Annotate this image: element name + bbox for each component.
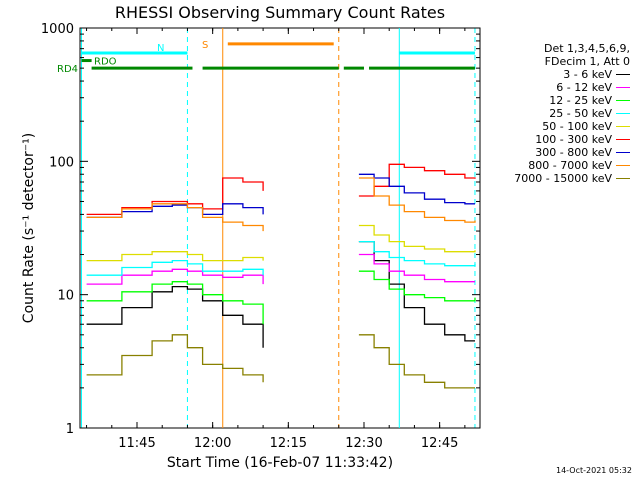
x-tick-label: 12:30 <box>345 436 382 451</box>
legend-item-300-800-kev: 300 - 800 keV <box>480 146 630 159</box>
legend-swatch <box>616 113 630 114</box>
legend-label: 3 - 6 keV <box>563 68 612 81</box>
legend-label: 7000 - 15000 keV <box>514 172 612 185</box>
data-layer: RDO S N RD4 <box>57 28 476 428</box>
legend-item-6-12-kev: 6 - 12 keV <box>480 81 630 94</box>
series-line-6-12-kev <box>86 268 264 285</box>
legend-swatch <box>616 100 630 101</box>
legend-label: 100 - 300 keV <box>535 133 612 146</box>
y-tick-label: 1000 <box>41 22 74 37</box>
legend: Det 1,3,4,5,6,9, FDecim 1, Att 0 3 - 6 k… <box>480 42 630 185</box>
series-line-50-100-kev <box>86 251 264 262</box>
x-tick-label: 12:45 <box>421 436 458 451</box>
series-line-300-800-kev <box>86 203 264 219</box>
legend-swatch <box>616 165 630 166</box>
legend-title-line1: Det 1,3,4,5,6,9, <box>543 42 630 55</box>
y-tick-label: 1 <box>66 422 74 437</box>
legend-swatch <box>616 152 630 153</box>
generation-timestamp: 14-Oct-2021 05:32 <box>556 466 632 475</box>
legend-swatch <box>616 178 630 179</box>
series-line-25-50-kev <box>86 259 264 276</box>
legend-item-100-300-kev: 100 - 300 keV <box>480 133 630 146</box>
legend-rows: 3 - 6 keV 6 - 12 keV 12 - 25 keV 25 - 50 ke… <box>480 68 630 185</box>
series-line-25-50-kev-after-gap <box>358 240 476 267</box>
legend-swatch <box>616 87 630 88</box>
x-axis-label: Start Time (16-Feb-07 11:33:42) <box>167 455 393 471</box>
legend-item-50-100-kev: 50 - 100 keV <box>480 120 630 133</box>
series-line-800-7000-kev <box>86 203 264 232</box>
y-axis-label: Count Rate (s⁻¹ detector⁻¹) <box>21 133 37 323</box>
series-line-3-6-kev-after-gap <box>358 240 475 342</box>
legend-swatch <box>616 126 630 127</box>
legend-label: 12 - 25 keV <box>549 94 612 107</box>
tick-layer: 11:45 12:00 12:15 12:30 12:45 1 10 100 1000 <box>41 22 480 451</box>
legend-title-line2: FDecim 1, Att 0 <box>544 55 630 68</box>
series-line-50-100-kev-after-gap <box>358 224 476 253</box>
legend-label: 50 - 100 keV <box>542 120 612 133</box>
flag-label-rdo: RDO <box>94 57 117 68</box>
series-line-300-800-kev-after-gap <box>358 173 475 205</box>
legend-item-25-50-kev: 25 - 50 keV <box>480 107 630 120</box>
flag-label-s: S <box>202 40 208 51</box>
legend-label: 300 - 800 keV <box>535 146 612 159</box>
flag-label-n: N <box>157 43 164 54</box>
y-tick-label: 100 <box>49 155 74 170</box>
series-line-3-6-kev <box>86 285 264 348</box>
y-tick-label: 10 <box>57 289 74 304</box>
x-tick-label: 12:00 <box>194 436 231 451</box>
series-line-6-12-kev-after-gap <box>358 253 475 283</box>
series-line-100-300-kev-after-gap <box>358 163 476 197</box>
legend-label: 6 - 12 keV <box>556 81 612 94</box>
legend-item-800-7000-kev: 800 - 7000 keV <box>480 159 630 172</box>
plot-frame <box>79 27 481 429</box>
series-line-800-7000-kev-after-gap <box>358 177 476 223</box>
legend-swatch <box>616 139 630 140</box>
legend-item-7000-15000-kev: 7000 - 15000 keV <box>480 172 630 185</box>
series-line-12-25-kev-after-gap <box>358 270 476 302</box>
flag-label-rd4: RD4 <box>57 64 78 75</box>
x-tick-label: 12:15 <box>270 436 307 451</box>
series-line-7000-15000-kev-after-gap <box>358 334 475 389</box>
legend-label: 800 - 7000 keV <box>528 159 612 172</box>
legend-item-3-6-kev: 3 - 6 keV <box>480 68 630 81</box>
x-tick-label: 11:45 <box>118 436 155 451</box>
legend-item-12-25-kev: 12 - 25 keV <box>480 94 630 107</box>
series-line-12-25-kev <box>86 281 264 325</box>
legend-label: 25 - 50 keV <box>549 107 612 120</box>
chart-title: RHESSI Observing Summary Count Rates <box>115 3 445 22</box>
series-line-100-300-kev <box>86 177 264 216</box>
legend-swatch <box>616 74 630 75</box>
series-line-7000-15000-kev <box>86 334 264 383</box>
